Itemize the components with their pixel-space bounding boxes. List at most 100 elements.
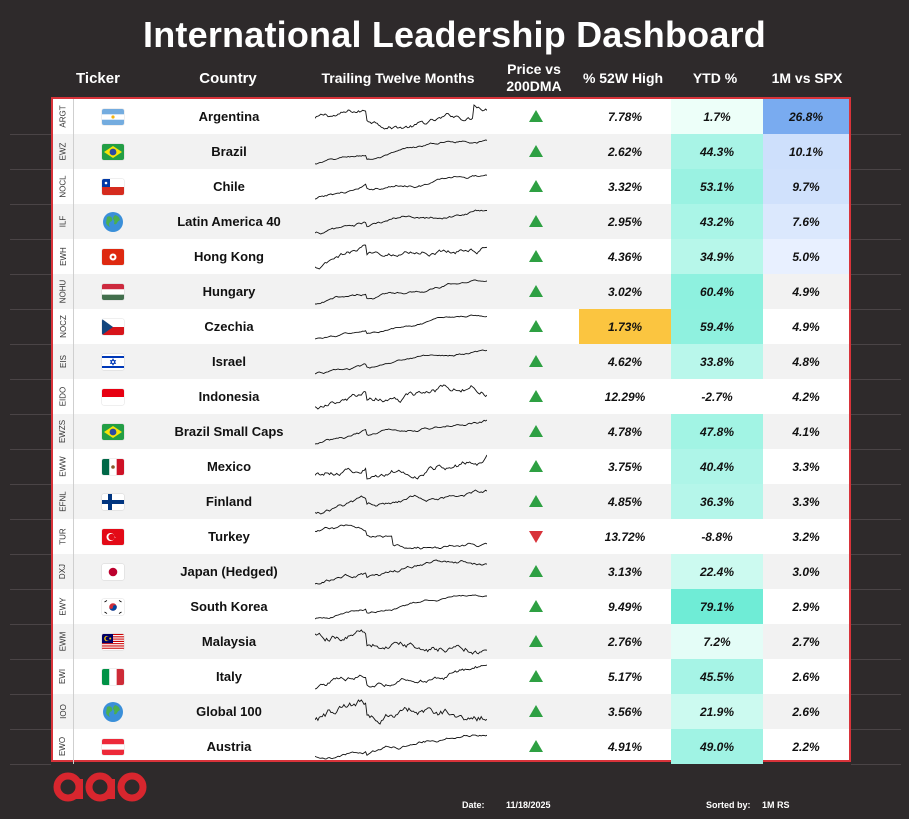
row-divider: [851, 449, 901, 450]
dashboard-title: International Leadership Dashboard: [143, 14, 766, 55]
up-arrow-icon: [493, 729, 579, 764]
ticker-label: EWH: [58, 247, 68, 266]
rs-1m-cell: 9.7%: [763, 169, 849, 204]
country-label: Latin America 40: [177, 214, 281, 229]
ticker-label: EWO: [58, 736, 68, 757]
ytd-cell: 47.8%: [671, 414, 763, 449]
footer-sorted-value: 1M RS: [762, 800, 790, 810]
up-arrow-icon: [493, 274, 579, 309]
sparkline: [309, 134, 493, 169]
rs-1m-cell: 3.3%: [792, 494, 820, 509]
japan-flag: [73, 554, 153, 589]
ytd-cell: 36.3%: [671, 484, 763, 519]
ytd-cell: 60.4%: [671, 274, 763, 309]
pct-52w-high-cell: 3.02%: [607, 284, 643, 299]
row-divider: [10, 519, 51, 520]
sparkline: [309, 414, 493, 449]
row-divider: [851, 414, 901, 415]
pct-52w-high-cell: 9.49%: [607, 599, 643, 614]
up-arrow-icon: [493, 379, 579, 414]
table-row: NOCL Chile 3.32% 53.1% 9.7%: [53, 169, 849, 204]
rs-1m-cell: 3.2%: [792, 529, 820, 544]
row-divider: [851, 344, 901, 345]
row-divider: [851, 659, 901, 660]
row-divider: [10, 309, 51, 310]
up-arrow-icon: [493, 659, 579, 694]
table-row: EFNL Finland 4.85% 36.3% 3.3%: [53, 484, 849, 519]
ticker-label: IOO: [58, 704, 68, 719]
pct-52w-high-cell: 4.91%: [607, 739, 643, 754]
table-row: NOHU Hungary 3.02% 60.4% 4.9%: [53, 274, 849, 309]
country-label: Brazil Small Caps: [174, 424, 284, 439]
table-row: EWW Mexico 3.75% 40.4% 3.3%: [53, 449, 849, 484]
pct-52w-high-cell: 4.85%: [607, 494, 643, 509]
hungary-flag: [73, 274, 153, 309]
ticker-label: EIS: [58, 355, 68, 368]
ticker-cell: EIDO: [53, 379, 74, 414]
country-label: Malaysia: [201, 634, 257, 649]
ticker-label: ILF: [58, 215, 68, 228]
sparkline: [309, 309, 493, 344]
rs-1m-cell: 5.0%: [763, 239, 849, 274]
sparkline: [309, 239, 493, 274]
chile-flag: [73, 169, 153, 204]
country-label: Mexico: [206, 459, 252, 474]
up-arrow-icon: [493, 589, 579, 624]
row-divider: [10, 274, 51, 275]
row-divider: [10, 484, 51, 485]
rs-1m-cell: 2.7%: [792, 634, 820, 649]
row-divider: [10, 729, 51, 730]
rs-1m-cell: 3.0%: [792, 564, 820, 579]
header-ytd: YTD %: [692, 69, 738, 86]
rs-1m-cell: 2.2%: [792, 739, 820, 754]
malaysia-flag: [73, 624, 153, 659]
ticker-cell: IOO: [53, 694, 74, 729]
sparkline: [309, 274, 493, 309]
ticker-cell: EWW: [53, 449, 74, 484]
hong-kong-flag: [73, 239, 153, 274]
country-label: Finland: [205, 494, 253, 509]
row-divider: [851, 589, 901, 590]
pct-52w-high-cell: 3.75%: [607, 459, 643, 474]
sparkline: [309, 344, 493, 379]
ticker-cell: EWH: [53, 239, 74, 274]
header-country: Country: [199, 69, 257, 87]
header-price-vs-200dma: Price vs 200DMA: [491, 58, 577, 98]
ticker-label: EWY: [58, 597, 68, 616]
globe-icon: [73, 204, 153, 239]
row-divider: [10, 449, 51, 450]
up-arrow-icon: [493, 309, 579, 344]
country-label: Italy: [215, 669, 242, 684]
brazil-flag: [73, 134, 153, 169]
rs-1m-cell: 4.2%: [792, 389, 820, 404]
sparkline: [309, 554, 493, 589]
table-row: EIDO Indonesia 12.29% -2.7% 4.2%: [53, 379, 849, 414]
sparkline: [309, 484, 493, 519]
ticker-label: EWM: [58, 631, 68, 652]
table-row: EWO Austria 4.91% 49.0% 2.2%: [53, 729, 849, 764]
ytd-cell: 7.2%: [671, 624, 763, 659]
row-divider: [851, 729, 901, 730]
ticker-cell: EWM: [53, 624, 74, 659]
country-label: Argentina: [198, 109, 260, 124]
pct-52w-high-cell: 1.73%: [579, 309, 671, 344]
footer-date-value: 11/18/2025: [506, 800, 551, 810]
turkey-flag: [73, 519, 153, 554]
ticker-cell: EWZS: [53, 414, 74, 449]
ytd-cell: 49.0%: [671, 729, 763, 764]
rs-1m-cell: 7.6%: [763, 204, 849, 239]
table-row: EWZS Brazil Small Caps 4.78% 47.8% 4.1%: [53, 414, 849, 449]
row-divider: [851, 764, 901, 765]
sparkline: [309, 729, 493, 764]
header-ticker: Ticker: [76, 69, 120, 87]
up-arrow-icon: [493, 239, 579, 274]
table-row: EWZ Brazil 2.62% 44.3% 10.1%: [53, 134, 849, 169]
austria-flag: [73, 729, 153, 764]
table-row: ILF Latin America 40 2.95% 43.2% 7.6%: [53, 204, 849, 239]
row-divider: [10, 554, 51, 555]
table-row: TUR Turkey 13.72% -8.8% 3.2%: [53, 519, 849, 554]
rs-1m-cell: 4.9%: [792, 319, 820, 334]
rs-1m-cell: 2.6%: [792, 704, 820, 719]
up-arrow-icon: [493, 99, 579, 134]
ticker-label: EWZ: [58, 142, 68, 161]
